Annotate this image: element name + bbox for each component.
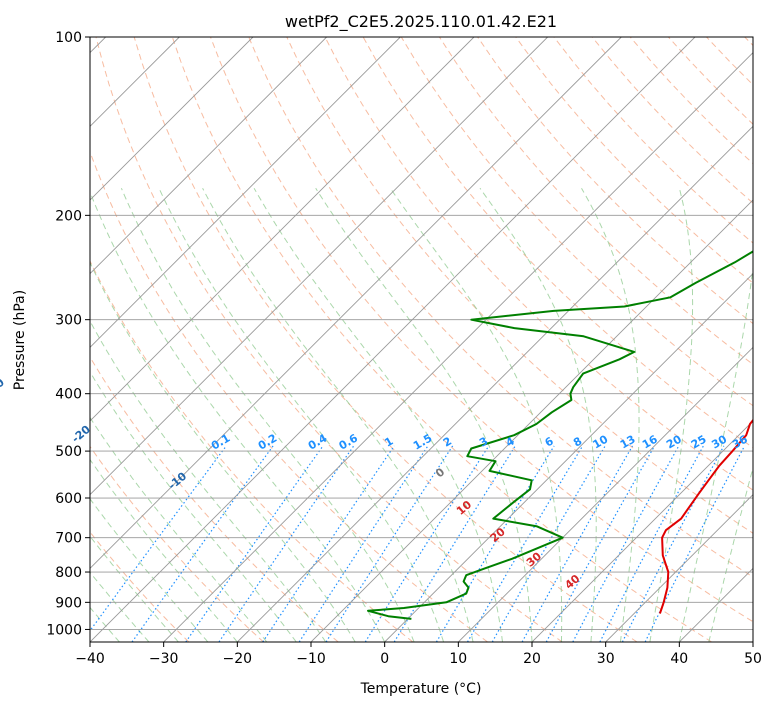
x-tick-label: −20 [223,651,253,667]
moist-adiabat-line [479,187,597,642]
mixing-ratio-line [262,445,395,642]
y-tick-label: 600 [55,491,82,507]
x-tick-label: 10 [449,651,467,667]
x-tick-label: −30 [149,651,179,667]
dry-adiabat-line [210,37,753,623]
y-tick-label: 700 [55,531,82,547]
moist-adiabat-line [315,187,533,642]
sounding-lines [367,250,753,620]
moist-adiabat-line [202,187,474,642]
y-tick-label: 800 [55,565,82,581]
isotherm-line [237,125,753,642]
moist-adiabat-line [90,497,209,642]
dewpoint-trace [367,250,753,620]
x-tick-label: −40 [75,651,105,667]
x-tick-label: −10 [296,651,326,667]
isotherm-line [90,37,254,201]
dry-adiabat-line [90,259,414,642]
background-lines [90,37,753,642]
mixing-ratio-line [521,445,634,642]
axis-ticks: −40 −30 −20 −10 0 10 20 30 40 50 100 200 300 400 500 60… [46,30,762,667]
moist-adiabat-line [90,190,386,642]
isotherm-line [90,37,622,569]
mixing-ratio-line [364,445,490,642]
moist-adiabat-line [90,458,238,642]
dry-adiabat-line [515,37,753,284]
dry-adiabat-line [90,445,264,642]
moist-adiabat-line [90,320,327,642]
dry-adiabat-line [90,356,339,642]
isotherm-line [605,494,753,642]
dry-adiabat-line [95,37,563,642]
moist-adiabat-line [90,535,179,642]
isotherm-line [163,52,753,642]
dry-adiabat-line [324,37,753,491]
dry-adiabat-line [133,37,638,642]
chart-title: wetPf2_C2E5.2025.110.01.42.E21 [285,12,557,32]
isotherm-line [90,37,548,496]
moist-adiabat-line [581,187,640,642]
moist-adiabat-line [389,187,563,642]
y-tick-label: 100 [55,30,82,46]
x-axis-label: Temperature (°C) [360,681,482,697]
isotherm-line [310,199,753,642]
isotherm-line [531,420,753,642]
dry-adiabat-line [286,37,753,534]
dry-adiabat-line [171,37,712,642]
isotherm-line [458,346,753,642]
mixing-ratio-line [545,445,656,642]
dry-adiabat-label: -30 [0,376,7,399]
mixing-ratio-line [131,445,274,642]
mixing-ratio-line [621,445,725,642]
moist-adiabat-line [90,571,150,642]
moist-adiabat-line [678,264,753,642]
isotherm-line [90,37,475,422]
mixing-ratio-line [185,445,324,642]
y-tick-label: 1000 [46,622,82,638]
x-tick-label: 50 [744,651,762,667]
dry-adiabat-line [248,37,753,578]
plot-frame [89,36,754,643]
y-tick-label: 500 [55,444,82,460]
x-tick-label: 30 [597,651,615,667]
moist-adiabat-line [90,261,356,642]
y-axis-label: Pressure (hPa) [12,290,28,390]
y-tick-label: 300 [55,313,82,329]
moist-adiabat-line [120,188,415,642]
moist-adiabat-line [649,188,694,642]
y-tick-label: 400 [55,387,82,403]
x-tick-label: 40 [670,651,688,667]
isotherm-line [90,37,696,642]
temperature-trace [658,418,753,614]
mixing-ratio-line [644,445,746,642]
x-tick-label: 20 [523,651,541,667]
x-tick-label: 0 [380,651,389,667]
isotherm-line [384,273,753,642]
y-tick-label: 200 [55,208,82,224]
moist-adiabat-line [253,187,503,642]
isotherm-line [90,37,401,348]
y-tick-label: 900 [55,595,82,611]
mixing-ratio-line [466,445,584,642]
mixing-ratio-line [218,445,355,642]
isotherm-line [90,37,327,275]
mixing-ratio-line [298,445,429,642]
mixing-ratio-line [325,445,454,642]
